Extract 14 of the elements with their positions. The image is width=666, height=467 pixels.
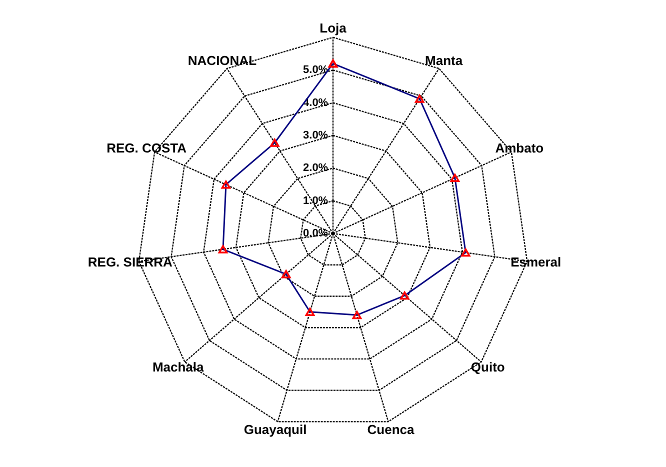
spoke-label: Quito bbox=[470, 360, 505, 375]
y-tick-label: 5.0% bbox=[303, 64, 328, 76]
spoke-label: REG. COSTA bbox=[106, 140, 188, 156]
spoke-label: Cuenca bbox=[367, 422, 415, 438]
y-tick-label: 0.0% bbox=[303, 228, 328, 240]
spoke-label: Esmeral bbox=[510, 254, 562, 270]
y-tick-label: 2.0% bbox=[303, 162, 328, 174]
y-tick-label: 3.0% bbox=[303, 129, 328, 142]
y-tick-label: 1.0% bbox=[303, 194, 328, 207]
spoke-label: Loja bbox=[320, 20, 348, 36]
spoke-label: Guayaquil bbox=[244, 422, 307, 438]
spoke-label: Ambato bbox=[495, 140, 544, 156]
spoke-label: NACIONAL bbox=[188, 53, 257, 68]
spoke-label: Manta bbox=[425, 53, 464, 68]
